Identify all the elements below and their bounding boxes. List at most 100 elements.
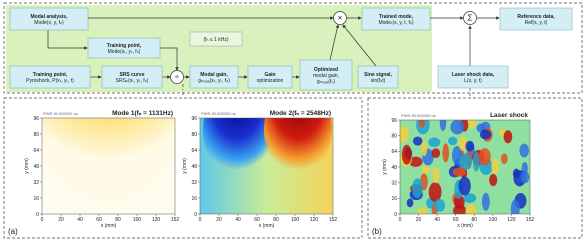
node-label: Modal analysis, (31, 14, 69, 20)
blob (458, 136, 468, 151)
blob (434, 198, 446, 212)
blob (417, 207, 427, 214)
x-axis-label: x (mm) (259, 223, 275, 229)
y-tick-label: 0 (394, 212, 397, 218)
blob (406, 198, 414, 208)
y-tick-label: 0 (194, 212, 197, 218)
node-label: Training point, (107, 43, 142, 49)
blob (428, 137, 441, 148)
blob (458, 153, 472, 171)
operator-symbol: ÷ (175, 73, 180, 82)
x-tick-label: 152 (526, 217, 535, 223)
y-axis-label: y (mm) (24, 158, 30, 174)
blob (479, 129, 492, 140)
y-tick-label: 64 (191, 148, 197, 154)
blob (412, 136, 423, 146)
blob (458, 176, 471, 196)
x-tick-label: 100 (133, 217, 142, 223)
blob (520, 171, 530, 184)
y-tick-label: 80 (191, 132, 197, 138)
blob (478, 148, 491, 166)
blob (421, 165, 431, 174)
node-box (247, 65, 293, 89)
top-frame (3, 2, 583, 94)
node-label: Mode(xₜ, yₜ, fₙ) (108, 49, 141, 55)
blob (519, 143, 529, 158)
node-box (189, 31, 243, 47)
panel-label: (b) (372, 227, 382, 236)
x-tick-label: 0 (41, 217, 44, 223)
node-label: optimization (257, 78, 284, 84)
node-label: Optimized (314, 67, 338, 73)
operator (333, 11, 347, 25)
node-label: Pyroshock, P(xₜ, yₜ, t) (26, 78, 74, 84)
node-box (299, 59, 353, 91)
node-label: gₘₒₔₑ(fₙ) (317, 79, 336, 85)
y-tick-label: 32 (33, 180, 39, 186)
blob (500, 153, 508, 164)
blob (491, 158, 500, 175)
y-tick-label: 32 (391, 180, 397, 186)
node-box (189, 65, 239, 89)
blob (421, 140, 428, 157)
node-label: Gain (264, 72, 275, 78)
blob (510, 199, 520, 214)
blob (408, 156, 423, 167)
x-tick-label: 60 (453, 217, 459, 223)
blob (453, 204, 467, 214)
x-tick-label: 20 (216, 217, 222, 223)
x-tick-label: 100 (489, 217, 498, 223)
blob (412, 178, 423, 198)
x-tick-label: 120 (507, 217, 516, 223)
node-label: Sine signal, (364, 72, 392, 78)
x-tick-label: 40 (235, 217, 241, 223)
plot-title: Laser shock (490, 112, 528, 119)
plot-subtitle: PWR 90.000000 us (43, 111, 78, 116)
x-axis-label: x (mm) (101, 223, 117, 229)
operator (463, 11, 477, 25)
y-tick-label: 16 (191, 196, 197, 202)
blob (463, 193, 477, 203)
mode1-field (42, 118, 175, 214)
blob (428, 182, 442, 202)
node-label: Mode(x, y, fₙ) (34, 20, 64, 26)
x-tick-label: 100 (291, 217, 300, 223)
laser-field (400, 120, 530, 214)
blob (465, 140, 475, 152)
plot-subtitle: PWR 90.000000 us (201, 111, 236, 116)
y-tick-label: 48 (191, 164, 197, 170)
x-tick-label: 0 (399, 217, 402, 223)
x-tick-label: 20 (58, 217, 64, 223)
blob (467, 120, 477, 129)
y-tick-label: 80 (33, 132, 39, 138)
y-tick-label: 80 (391, 133, 397, 139)
y-tick-label: 16 (33, 196, 39, 202)
node-label: Ref(x, y, t) (525, 20, 548, 26)
node-box (9, 7, 89, 31)
node-label: Training point, (33, 72, 68, 78)
y-axis-label: y (mm) (182, 158, 188, 174)
y-tick-label: 96 (33, 116, 39, 122)
x-tick-label: 152 (171, 217, 180, 223)
blob (439, 120, 447, 132)
y-tick-label: 64 (391, 149, 397, 155)
node-box (101, 65, 163, 89)
blob (503, 130, 513, 144)
operator (170, 70, 184, 84)
blob (448, 136, 458, 146)
node-box (357, 65, 399, 89)
blob (489, 173, 498, 187)
blob (452, 167, 466, 177)
node-label: gₘₒₔₑ(xₜ, yₜ, fₙ) (198, 78, 230, 84)
node-box (87, 37, 161, 59)
node-label: Reference data, (517, 14, 555, 20)
x-tick-label: 0 (199, 217, 202, 223)
x-tick-label: 120 (152, 217, 161, 223)
node-box (437, 65, 509, 89)
blob (450, 120, 465, 135)
node-label: SRS curve (119, 72, 144, 78)
y-axis-label: y (mm) (382, 159, 388, 175)
x-tick-label: 80 (472, 217, 478, 223)
blob (465, 204, 477, 214)
panel-label: (a) (8, 227, 18, 236)
